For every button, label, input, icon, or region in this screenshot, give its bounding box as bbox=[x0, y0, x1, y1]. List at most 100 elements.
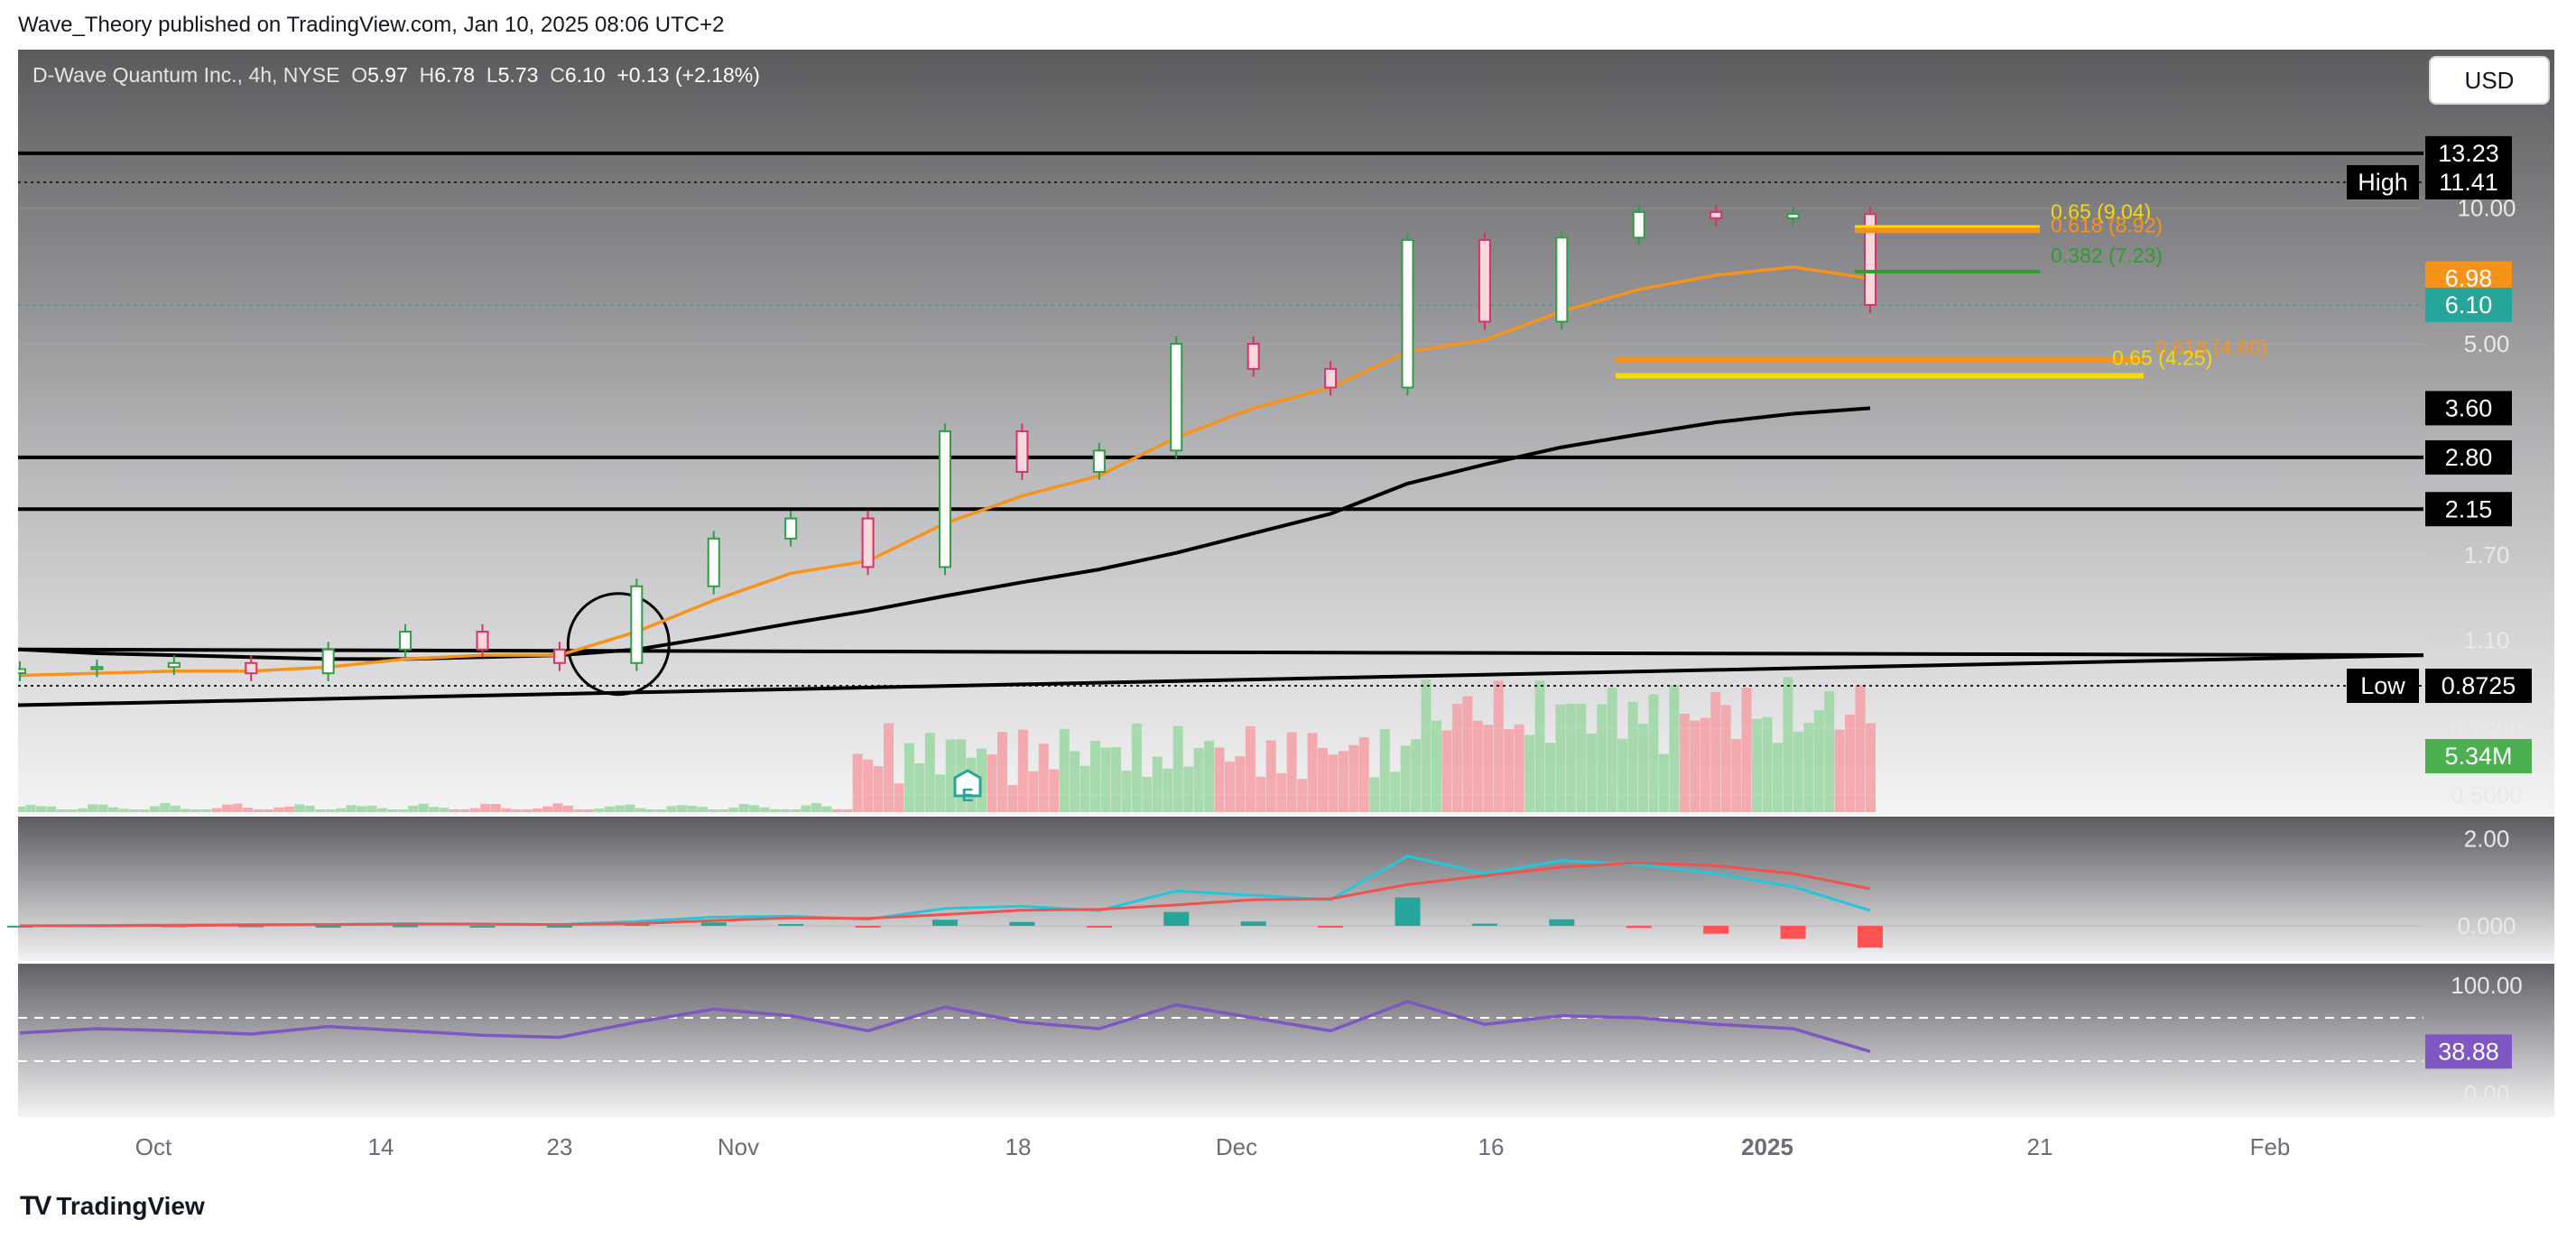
volume-bar bbox=[863, 759, 874, 812]
candle-body bbox=[1478, 238, 1491, 323]
open-label: O bbox=[351, 63, 368, 87]
volume-bar bbox=[1658, 753, 1669, 812]
rsi-pane-bg bbox=[18, 964, 2554, 1117]
x-tick-23: 23 bbox=[547, 1133, 573, 1160]
candle-body bbox=[1015, 430, 1029, 474]
volume-bar bbox=[562, 805, 573, 812]
x-tick-14: 14 bbox=[368, 1133, 394, 1160]
level-badge-13.23-bg bbox=[2425, 135, 2512, 171]
badge-layer: 13.23 2.80 2.15 11.41 High 0.8725 Low 6.986.10 3… bbox=[2347, 135, 2532, 1069]
candle-body bbox=[707, 537, 720, 587]
x-tick-Feb: Feb bbox=[2250, 1133, 2291, 1160]
candle-body bbox=[321, 648, 335, 675]
volume-bar bbox=[1690, 720, 1700, 812]
volume-bar bbox=[1379, 728, 1390, 812]
volume-bar bbox=[1493, 680, 1504, 812]
earnings-marker-group: E bbox=[953, 769, 982, 806]
candle-body bbox=[167, 661, 181, 669]
volume-bar bbox=[1524, 734, 1535, 812]
volume-bar bbox=[1276, 772, 1287, 812]
volume-bar bbox=[1307, 733, 1318, 812]
candle-body bbox=[1324, 367, 1338, 389]
macd-pane-bg bbox=[18, 817, 2554, 961]
macd-hist-bar bbox=[1163, 911, 1190, 927]
macd-hist-bar bbox=[315, 926, 341, 928]
volume-bar bbox=[1834, 729, 1845, 812]
volume-bar bbox=[1710, 691, 1721, 812]
marked-badge-0.8725: 0.8725 bbox=[2442, 672, 2516, 699]
volume-bar bbox=[1741, 688, 1752, 812]
candle-body bbox=[784, 517, 798, 540]
volume-bar bbox=[1286, 732, 1297, 812]
volume-bar bbox=[1627, 701, 1638, 812]
macd-hist-bar bbox=[1395, 897, 1421, 927]
y-tick-1.10: 1.10 bbox=[2464, 627, 2510, 654]
volume-bar bbox=[190, 809, 201, 812]
fib-label-0.65 (9.04): 0.65 (9.04) bbox=[2051, 200, 2151, 224]
level-badge-13.23: 13.23 bbox=[2438, 140, 2499, 167]
x-tick-18: 18 bbox=[1005, 1133, 1032, 1160]
volume-bar bbox=[1648, 694, 1659, 812]
volume-bar bbox=[821, 806, 832, 812]
volume-bar bbox=[1265, 740, 1276, 812]
change-value: +0.13 (+2.18%) bbox=[616, 63, 760, 87]
macd-hist-bar bbox=[1086, 926, 1112, 928]
rsi-badge: 38.88 bbox=[2438, 1038, 2499, 1065]
volume-bar bbox=[728, 808, 739, 812]
macd-hist-bar bbox=[855, 926, 881, 928]
candle-body bbox=[1170, 343, 1183, 452]
candle-body bbox=[1555, 236, 1569, 323]
volume-bar bbox=[501, 808, 512, 812]
volume-bar bbox=[1607, 687, 1617, 812]
volume-bar bbox=[480, 803, 491, 812]
currency-button[interactable]: USD bbox=[2429, 56, 2550, 105]
macd-hist-bar bbox=[1009, 921, 1035, 927]
volume-bar bbox=[376, 808, 387, 812]
volume-bar bbox=[1338, 751, 1348, 812]
volume-bar bbox=[511, 809, 522, 812]
high-label: H bbox=[419, 63, 435, 87]
candle-body bbox=[90, 666, 104, 670]
x-tick-Oct: Oct bbox=[135, 1133, 172, 1160]
volume-bar bbox=[873, 766, 884, 812]
macd-hist-bar bbox=[1240, 921, 1266, 927]
volume-bar bbox=[397, 809, 408, 812]
close-label: C bbox=[550, 63, 565, 87]
macd-y-tick-0.000: 0.000 bbox=[2457, 912, 2516, 939]
levels-layer bbox=[18, 151, 2423, 687]
marked-badge-0.8725-bg bbox=[2425, 669, 2532, 703]
volume-bar bbox=[211, 808, 222, 812]
price-badge-6.10: 6.10 bbox=[2445, 291, 2493, 319]
low-label: L bbox=[486, 63, 498, 87]
volume-bar bbox=[842, 809, 853, 812]
volume-bar bbox=[1224, 762, 1235, 812]
volume-bar bbox=[232, 803, 243, 812]
volume-bar bbox=[604, 806, 615, 812]
volume-bar bbox=[977, 748, 987, 812]
volume-bar bbox=[945, 739, 956, 812]
volume-bar bbox=[1617, 738, 1628, 812]
volume-bar bbox=[18, 807, 25, 812]
volume-bar bbox=[1762, 716, 1773, 812]
volume-bar bbox=[170, 805, 181, 812]
publish-caption: Wave_Theory published on TradingView.com… bbox=[18, 13, 725, 37]
volume-bar bbox=[1845, 714, 1856, 812]
trendline-layer bbox=[18, 592, 2423, 707]
volume-bar bbox=[1017, 729, 1028, 812]
volume-bar bbox=[1514, 724, 1524, 812]
volume-bar bbox=[1070, 751, 1080, 812]
volume-bar bbox=[1318, 747, 1329, 812]
volume-bar bbox=[718, 809, 728, 812]
volume-bar bbox=[770, 808, 781, 812]
volume-bar bbox=[708, 809, 718, 812]
volume-bar bbox=[1803, 723, 1814, 812]
volume-bar bbox=[439, 808, 449, 812]
volume-bar bbox=[1110, 747, 1121, 812]
earnings-label: E bbox=[961, 786, 973, 806]
volume-bar bbox=[325, 809, 336, 812]
volume-bar bbox=[573, 809, 584, 812]
volume-bar bbox=[1752, 718, 1763, 812]
volume-bar bbox=[1597, 704, 1608, 812]
volume-bar bbox=[459, 809, 470, 812]
